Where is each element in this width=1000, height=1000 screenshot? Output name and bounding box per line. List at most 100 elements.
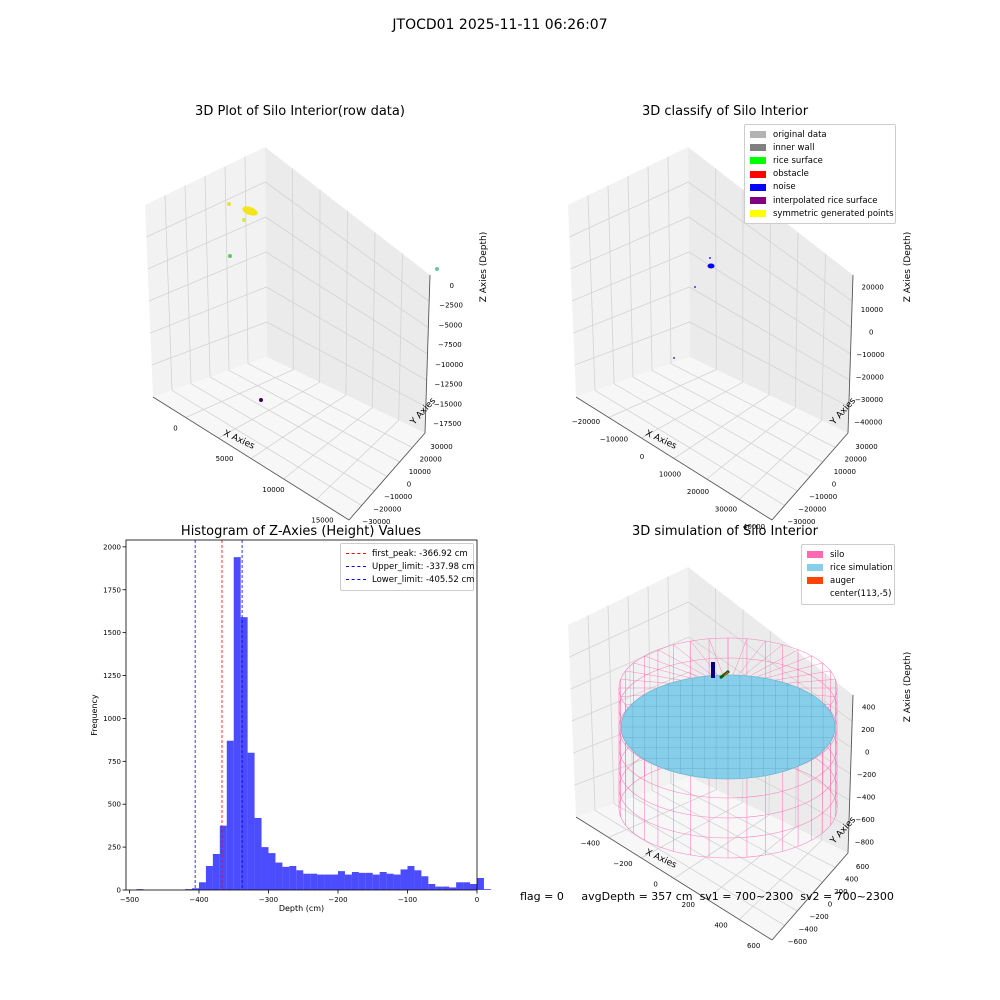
z-tick-label: −5000 <box>439 321 463 329</box>
y-tick-label: 1000 <box>103 715 121 723</box>
auger-shaft <box>711 662 715 678</box>
y-tick-label: 0 <box>832 481 836 489</box>
z-tick-label: −2500 <box>439 302 463 310</box>
legend-label: obstacle <box>773 169 809 180</box>
simulation-legend: silo rice simulation auger center(113,-5) <box>801 544 895 605</box>
y-tick-label: 1250 <box>103 672 121 680</box>
histogram-bar <box>351 871 359 890</box>
x-tick-label: 5000 <box>216 455 234 463</box>
y-tick-label: 0 <box>407 481 411 489</box>
grid-line <box>316 420 399 500</box>
floor-pane <box>153 357 425 520</box>
z-tick-label: 0 <box>449 282 453 290</box>
x-tick-label: 0 <box>475 896 479 904</box>
histogram-bar <box>477 877 484 890</box>
x-tick-label: 20000 <box>687 488 709 496</box>
legend-swatch <box>750 210 766 218</box>
simulation-plot-title: 3D simulation of Silo Interior <box>632 524 818 539</box>
y-tick-label: −200 <box>810 913 829 921</box>
histogram-bar <box>428 883 436 890</box>
histogram-bar <box>463 882 471 890</box>
x-tick-label: 0 <box>640 453 644 461</box>
x-tick-label: 10000 <box>659 471 681 479</box>
data-point <box>228 254 232 258</box>
y-tick-label: −20000 <box>798 505 826 513</box>
plot-frame <box>125 539 478 891</box>
histogram-bar <box>247 752 255 890</box>
z-tick-label: −30000 <box>855 396 883 404</box>
histogram-bar <box>442 886 450 890</box>
legend-item: obstacle <box>750 168 890 181</box>
x-tick-label: −20000 <box>572 418 600 426</box>
avg-depth-text: avgDepth = 357 cm <box>581 890 693 903</box>
histogram-bar <box>261 847 269 890</box>
legend-swatch <box>750 157 766 165</box>
x-tick-label: −500 <box>120 896 139 904</box>
histogram-bar <box>414 870 422 890</box>
y-tick-label: 200 <box>834 888 847 896</box>
histogram-bar <box>192 888 199 890</box>
y-axis-label: Frequency <box>90 694 99 736</box>
y-tick-label: 400 <box>845 876 858 884</box>
z-tick-label: −20000 <box>856 374 884 382</box>
y-tick-label: 20000 <box>420 456 442 464</box>
noise-point <box>694 286 696 288</box>
histogram-bar <box>393 874 401 890</box>
x-axis-line <box>152 396 350 521</box>
data-point <box>435 267 439 271</box>
data-point <box>227 202 231 206</box>
y-tick-label: 500 <box>108 801 121 809</box>
grid-line <box>688 181 853 302</box>
legend-item: noise <box>750 181 890 194</box>
z-tick-label: 200 <box>861 726 874 734</box>
y-tick-label: 600 <box>856 863 869 871</box>
histogram-bar <box>226 740 234 890</box>
legend-swatch <box>807 577 823 585</box>
noise-point <box>709 257 711 259</box>
y-tick-label: 0 <box>828 901 832 909</box>
histogram-bar <box>254 817 262 890</box>
histogram-bar <box>435 886 443 890</box>
histogram-bar <box>205 865 213 890</box>
grid-line <box>569 601 689 658</box>
legend-label: symmetric generated points <box>773 208 894 219</box>
legend-item: symmetric generated points <box>750 207 894 220</box>
data-point <box>259 398 263 402</box>
y-tick-label: −10000 <box>809 493 837 501</box>
data-point <box>242 218 246 222</box>
x-tick-label: 200 <box>682 901 695 909</box>
histogram-bar <box>317 874 325 890</box>
legend-swatch <box>807 551 823 559</box>
histogram-bar <box>365 872 373 890</box>
legend-label: Upper_limit: -337.98 cm <box>372 561 475 572</box>
legend-label: original data <box>773 129 827 140</box>
histogram-bar <box>275 862 283 890</box>
legend-item: original data <box>750 128 890 141</box>
z-tick-label: −10000 <box>856 351 884 359</box>
auger-tip <box>723 671 729 677</box>
classify-legend: original data inner wall rice surface obsta… <box>744 124 896 225</box>
z-tick-label: 0 <box>865 748 869 756</box>
x-tick-label: −200 <box>613 860 632 868</box>
legend-item: silo <box>807 548 889 561</box>
legend-swatch <box>807 590 823 598</box>
legend-label: auger <box>830 575 855 586</box>
flag-text: flag = 0 <box>520 890 564 903</box>
grid-line <box>739 840 822 920</box>
histogram-bar <box>470 883 477 890</box>
y-tick-label: 750 <box>108 758 121 766</box>
sv1-text: sv1 = 700~2300 <box>699 890 794 903</box>
x-axis-line <box>575 396 773 521</box>
histogram-bar <box>421 876 429 890</box>
legend-label: first_peak: -366.92 cm <box>372 548 468 559</box>
x-tick-label: −10000 <box>600 435 628 443</box>
back-left-pane <box>568 147 690 397</box>
y-tick-label: −400 <box>799 925 818 933</box>
histogram-bar <box>185 889 193 890</box>
y-tick-label: 1500 <box>103 629 121 637</box>
histogram-title: Histogram of Z-Axies (Height) Values <box>180 524 422 539</box>
x-tick-label: 10000 <box>262 486 284 494</box>
histogram-bar <box>337 871 345 890</box>
